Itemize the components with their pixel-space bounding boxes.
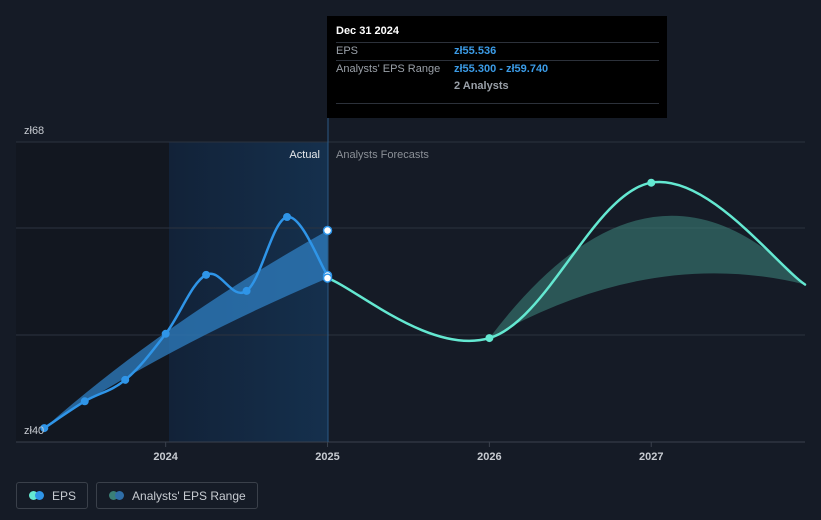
tooltip-date: Dec 31 2024 — [336, 25, 399, 37]
chart-legend: EPS Analysts' EPS Range — [16, 482, 258, 509]
x-axis-ticks: 2024 2025 2026 2027 — [153, 442, 663, 463]
eps-actual-point[interactable] — [161, 329, 170, 338]
eps-range-low-point[interactable] — [322, 273, 333, 283]
y-axis-label-top: zł68 — [24, 125, 44, 137]
eps-actual-point[interactable] — [40, 424, 49, 433]
legend-range-label: Analysts' EPS Range — [132, 488, 246, 503]
eps-actual-point[interactable] — [121, 375, 130, 384]
eps-points — [40, 178, 656, 433]
x-tick-label-2025: 2025 — [315, 451, 339, 463]
tooltip-row-range: Analysts' EPS Range zł55.300 - zł59.740 — [336, 60, 659, 78]
x-tick-label-2027: 2027 — [639, 451, 663, 463]
eps-actual-point[interactable] — [80, 397, 89, 406]
x-tick-label-2026: 2026 — [477, 451, 501, 463]
legend-item-range[interactable]: Analysts' EPS Range — [96, 482, 258, 509]
eps-range-area-forecast — [489, 215, 805, 339]
tooltip-row-analysts: 2 Analysts — [336, 78, 659, 95]
eps-forecast-point[interactable] — [485, 334, 494, 343]
section-label-actual: Actual — [289, 149, 320, 161]
y-axis-label-bottom: zł40 — [24, 425, 44, 437]
eps-forecast-point[interactable] — [647, 178, 656, 187]
legend-item-eps[interactable]: EPS — [16, 482, 89, 509]
legend-eps-dots-icon — [29, 491, 44, 500]
tooltip-range-label: Analysts' EPS Range — [336, 63, 441, 75]
tooltip-analysts: 2 Analysts — [454, 80, 509, 92]
x-tick-label-2024: 2024 — [153, 451, 178, 463]
eps-actual-point[interactable] — [283, 213, 292, 221]
tooltip-divider — [336, 103, 659, 104]
eps-actual-point[interactable] — [202, 270, 211, 279]
tooltip-range-value: zł55.300 - zł59.740 — [454, 63, 549, 75]
eps-range-high-point[interactable] — [322, 225, 333, 236]
legend-range-dots-icon — [109, 491, 125, 500]
section-label-forecast: Analysts Forecasts — [336, 149, 429, 161]
eps-actual-point[interactable] — [242, 286, 251, 295]
tooltip-eps-value: zł55.536 — [454, 45, 497, 57]
eps-forecast-line — [326, 180, 807, 342]
eps-range-areas — [44, 215, 805, 429]
hover-tooltip: Dec 31 2024 EPS zł55.536 Analysts' EPS R… — [327, 16, 667, 118]
legend-eps-label: EPS — [52, 488, 77, 503]
eps-range-area-actual — [44, 230, 328, 429]
tooltip-row-eps: EPS zł55.536 — [336, 42, 659, 60]
tooltip-eps-label: EPS — [336, 45, 359, 57]
